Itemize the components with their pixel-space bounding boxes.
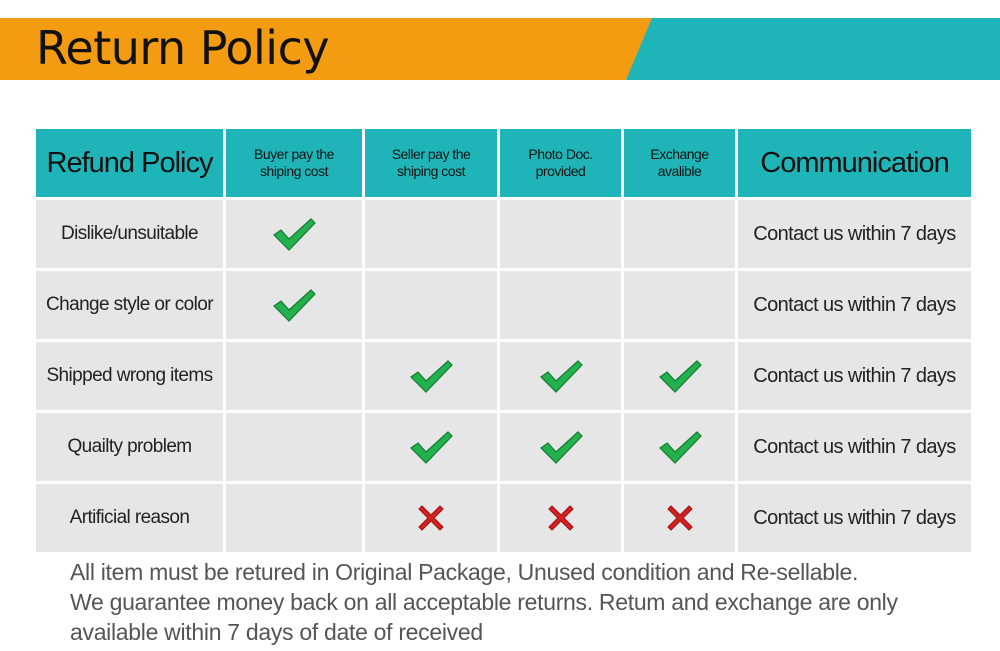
banner-background — [0, 18, 1000, 80]
row-reason: Change style or color — [36, 271, 223, 339]
check-icon — [410, 360, 453, 393]
header-communication: Communication — [738, 129, 971, 197]
check-icon — [658, 360, 702, 393]
cell-seller-pay — [365, 484, 497, 552]
row-communication: Contact us within 7 days — [738, 200, 971, 268]
cross-icon — [666, 505, 693, 531]
row-communication: Contact us within 7 days — [738, 484, 971, 552]
header-photo-doc: Photo Doc. provided — [500, 129, 621, 197]
cell-photo-doc — [500, 342, 621, 410]
cell-exchange — [624, 200, 735, 268]
header-seller-pay: Seller pay the shiping cost — [365, 129, 497, 197]
return-policy-notes: All item must be retured in Original Pac… — [70, 557, 970, 647]
cell-exchange — [624, 484, 735, 552]
header-refund-policy: Refund Policy — [36, 129, 223, 197]
check-icon — [410, 431, 453, 464]
cell-photo-doc — [500, 200, 621, 268]
row-reason: Artificial reason — [36, 484, 223, 552]
cell-exchange — [624, 342, 735, 410]
cross-icon — [418, 505, 444, 531]
cell-photo-doc — [500, 484, 621, 552]
cell-buyer-pay — [226, 413, 362, 481]
header-exchange: Exchange avalible — [624, 129, 735, 197]
check-icon — [658, 431, 702, 464]
check-icon — [273, 289, 316, 322]
row-reason: Dislike/unsuitable — [36, 200, 223, 268]
cell-seller-pay — [365, 342, 497, 410]
check-icon — [273, 218, 316, 251]
cell-exchange — [624, 413, 735, 481]
footer-line: We guarantee money back on all acceptabl… — [70, 589, 898, 615]
cell-seller-pay — [365, 413, 497, 481]
footer-line: All item must be retured in Original Pac… — [70, 559, 859, 585]
footer-line: available within 7 days of date of recei… — [70, 619, 483, 645]
check-icon — [539, 431, 583, 464]
title-banner: Return Policy — [0, 18, 1000, 80]
cell-buyer-pay — [226, 200, 362, 268]
cell-seller-pay — [365, 200, 497, 268]
row-reason: Shipped wrong items — [36, 342, 223, 410]
check-icon — [539, 360, 583, 393]
page-title: Return Policy — [36, 21, 330, 75]
return-policy-table: Refund Policy Buyer pay the shiping cost… — [36, 129, 971, 552]
header-buyer-pay: Buyer pay the shiping cost — [226, 129, 362, 197]
cell-photo-doc — [500, 271, 621, 339]
cross-icon — [547, 505, 574, 531]
row-communication: Contact us within 7 days — [738, 342, 971, 410]
cell-buyer-pay — [226, 342, 362, 410]
cell-photo-doc — [500, 413, 621, 481]
cell-buyer-pay — [226, 484, 362, 552]
row-reason: Quailty problem — [36, 413, 223, 481]
row-communication: Contact us within 7 days — [738, 413, 971, 481]
cell-seller-pay — [365, 271, 497, 339]
cell-exchange — [624, 271, 735, 339]
cell-buyer-pay — [226, 271, 362, 339]
row-communication: Contact us within 7 days — [738, 271, 971, 339]
